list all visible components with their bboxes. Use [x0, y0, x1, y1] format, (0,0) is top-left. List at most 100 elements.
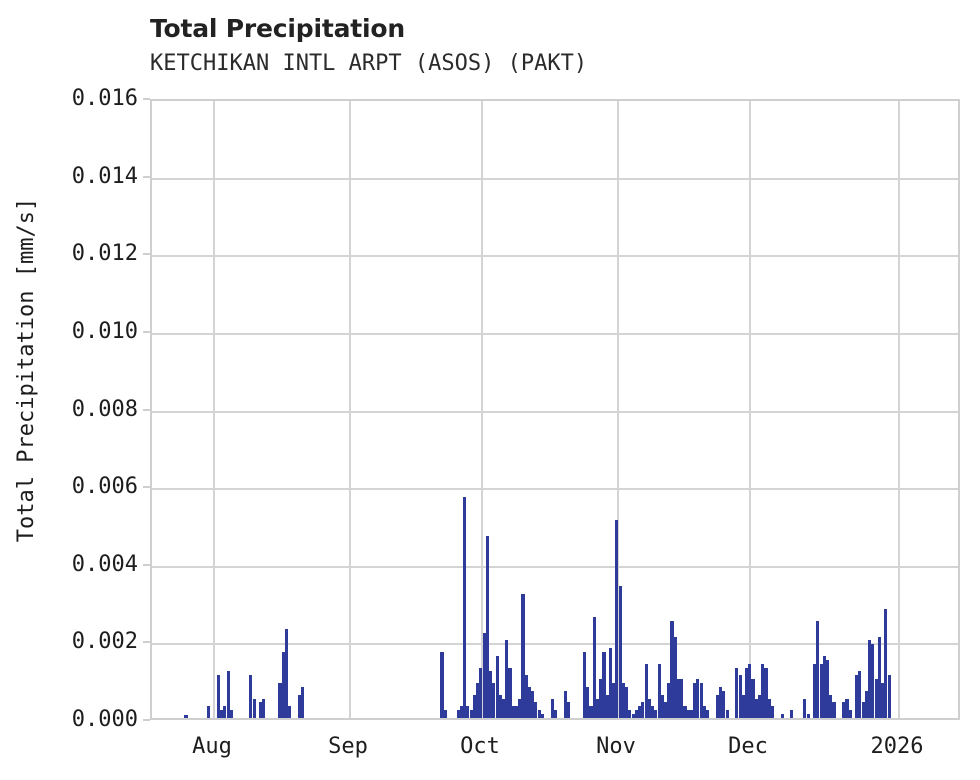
- bar: [748, 663, 752, 718]
- bar: [644, 663, 648, 718]
- x-tick-label: Nov: [596, 734, 636, 759]
- x-tick-label: Dec: [728, 734, 768, 759]
- bar: [621, 683, 625, 718]
- x-tick-label: Aug: [192, 734, 232, 759]
- bar: [631, 714, 635, 718]
- bar: [725, 710, 729, 718]
- bar: [531, 690, 535, 718]
- bar: [806, 714, 810, 718]
- bar: [829, 694, 833, 718]
- chart-subtitle: KETCHIKAN INTL ARPT (ASOS) (PAKT): [150, 51, 588, 76]
- bar: [667, 683, 671, 718]
- bar: [702, 706, 706, 718]
- bar: [505, 640, 509, 718]
- x-tick-label: Oct: [460, 734, 500, 759]
- bar: [693, 683, 697, 718]
- bar: [680, 679, 684, 718]
- bar: [761, 663, 765, 718]
- bar: [498, 694, 502, 718]
- bar: [738, 675, 742, 718]
- bar: [466, 706, 470, 718]
- y-tick-label: 0.012: [71, 241, 138, 267]
- bar: [845, 698, 849, 718]
- y-axis-label: Total Precipitation [mm/s]: [14, 197, 39, 543]
- bar: [868, 640, 872, 718]
- bar: [207, 706, 211, 718]
- bar: [586, 686, 590, 718]
- bar: [842, 702, 846, 718]
- bar: [226, 671, 230, 718]
- bar: [884, 609, 888, 718]
- gridline-vertical: [213, 101, 216, 718]
- bar: [719, 686, 723, 718]
- bar: [651, 706, 655, 718]
- bar: [612, 683, 616, 718]
- bar: [790, 710, 794, 718]
- bar: [634, 710, 638, 718]
- bar: [459, 706, 463, 718]
- gridline-horizontal: [152, 255, 958, 258]
- bar: [819, 663, 823, 718]
- bar: [825, 659, 830, 718]
- bar: [476, 683, 480, 718]
- y-tick-mark: [143, 98, 150, 100]
- bar: [492, 683, 496, 718]
- bar: [514, 706, 519, 718]
- bar: [735, 667, 739, 718]
- bar: [722, 690, 726, 718]
- bar: [832, 702, 836, 718]
- bar: [518, 698, 522, 718]
- bar: [608, 648, 612, 718]
- bar: [537, 710, 541, 718]
- bar: [657, 663, 661, 718]
- bar: [660, 694, 664, 718]
- bar: [440, 652, 444, 718]
- y-tick-mark: [143, 486, 150, 489]
- bar: [696, 679, 700, 718]
- bar-series: [152, 101, 958, 718]
- bar: [216, 675, 220, 718]
- bar: [686, 710, 690, 718]
- y-tick-label: 0.004: [71, 551, 138, 577]
- bar: [618, 586, 622, 718]
- bar: [262, 698, 266, 718]
- bar: [508, 667, 512, 718]
- bar: [469, 710, 473, 718]
- y-tick-label: 0.000: [71, 707, 138, 732]
- y-tick-mark: [143, 253, 150, 256]
- bar: [463, 496, 467, 718]
- bar: [670, 620, 674, 718]
- bar: [479, 667, 483, 718]
- bar: [288, 706, 292, 718]
- bar: [641, 702, 645, 718]
- bar: [881, 683, 885, 718]
- bar: [599, 679, 603, 718]
- gridline-horizontal: [152, 565, 958, 568]
- bar: [278, 683, 282, 718]
- bar: [443, 710, 447, 718]
- bar: [663, 702, 668, 718]
- bar: [252, 698, 256, 718]
- bar: [301, 686, 305, 718]
- bar: [249, 675, 253, 718]
- gridline-vertical: [897, 101, 900, 718]
- gridline-horizontal: [152, 410, 958, 413]
- bar: [220, 710, 224, 718]
- bar: [871, 644, 875, 718]
- bar: [297, 694, 301, 718]
- bar: [284, 628, 288, 718]
- bar: [511, 706, 515, 718]
- bar: [803, 698, 807, 718]
- y-tick-label: 0.006: [71, 474, 138, 500]
- y-tick-mark: [143, 641, 150, 644]
- bar: [864, 690, 868, 718]
- bar: [615, 520, 619, 718]
- bar: [582, 652, 587, 718]
- bar: [184, 714, 188, 718]
- bar: [770, 706, 774, 718]
- bar: [683, 706, 687, 718]
- bar: [223, 706, 227, 718]
- y-tick-mark: [143, 330, 150, 333]
- bar: [628, 710, 632, 718]
- bar: [754, 698, 758, 718]
